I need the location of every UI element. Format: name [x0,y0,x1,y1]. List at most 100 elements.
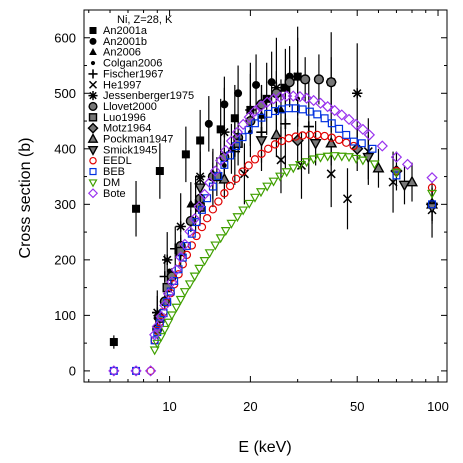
legend-entry: Luo1996 [88,112,146,124]
x-tick-label: 10 [162,399,176,414]
legend-entry: Pockman1947 [87,132,173,146]
legend-entry: BEB [89,166,125,178]
data-point [238,167,247,176]
legend-label: Motz1964 [103,123,151,135]
data-point [327,133,336,142]
legend-label: BEB [103,166,125,178]
data-point [132,366,141,375]
y-tick-label: 600 [54,30,76,45]
data-point [262,62,271,135]
data-point [343,113,355,126]
data-point [231,174,241,183]
data-point [369,160,380,170]
data-point [109,366,118,375]
data-point [428,200,437,209]
data-point [179,288,190,298]
legend-entry: Colgan2006 [90,58,162,70]
data-point [208,205,218,214]
legend-entry: Bote [87,188,126,200]
data-point [313,130,322,140]
data-point [288,164,299,174]
data-point [320,114,329,123]
data-point [329,152,340,162]
data-point [220,189,229,198]
data-point [342,130,351,139]
axis-ticks: 0 100 200 300 400 500 600 10 20 50 100 [54,9,449,414]
data-point [232,142,241,151]
data-point [225,181,235,191]
data-point [132,181,141,237]
data-point [322,152,333,162]
data-point [149,346,160,356]
data-point [427,183,437,192]
legend-entry: Motz1964 [87,122,151,135]
data-point [368,144,377,153]
data-point [159,299,171,312]
data-point [350,118,362,131]
data-point [280,79,291,169]
legend-entry: Smick1945 [87,144,157,156]
y-axis-title: Cross section (b) [17,138,34,259]
y-tick-label: 500 [54,86,76,101]
data-point [166,287,175,296]
data-point [187,229,196,238]
data-point [250,119,259,128]
data-point [203,177,216,189]
data-point [342,168,353,230]
data-point [170,264,183,276]
legend-entry: An2006 [89,47,141,59]
data-point [225,135,238,147]
legend-entry: EEDL [89,155,132,167]
data-point [309,121,322,166]
data-point [174,270,183,279]
data-point [109,335,118,349]
data-point [209,165,221,177]
x-tick-label: 100 [427,399,449,414]
data-point [328,104,341,117]
data-point [151,320,163,333]
data-point [255,118,268,163]
data-point [175,295,186,305]
data-point [220,227,231,237]
legend-entry: An2001a [89,25,148,37]
data-point [184,280,195,290]
data-point [326,57,337,108]
data-point [342,138,351,147]
data-point [334,135,344,145]
data-point [301,158,312,168]
data-point [298,131,307,140]
data-point [274,91,286,103]
data-point [391,168,402,178]
data-point [427,189,438,199]
data-point [281,168,292,178]
data-point [220,144,232,157]
legend-label: EEDL [103,155,132,167]
data-point [426,172,438,184]
data-point [292,26,303,127]
data-point [308,155,319,165]
data-point [204,249,215,259]
legend-entry: DM [88,177,120,189]
data-point [182,241,191,250]
legend-label: Luo1996 [103,112,146,124]
data-point [284,134,293,143]
data-point [171,303,182,313]
legend-label: Bote [103,188,126,200]
data-point [270,140,280,149]
data-point [257,149,266,159]
data-point [268,177,279,187]
data-point [198,188,211,200]
legend-entry: Fischer1967 [88,68,164,80]
data-point [243,111,255,123]
data-point [210,241,221,251]
legend: Ni, Z=28, K An2001aAn2001bAn2006Colgan20… [87,14,194,200]
data-point [398,165,411,205]
data-point [262,182,273,192]
data-point [199,257,210,267]
plot-frame [83,9,448,383]
data-point [320,131,329,141]
data-point [349,137,358,146]
data-point [336,109,348,121]
data-point [376,140,388,152]
data-point [244,125,253,134]
